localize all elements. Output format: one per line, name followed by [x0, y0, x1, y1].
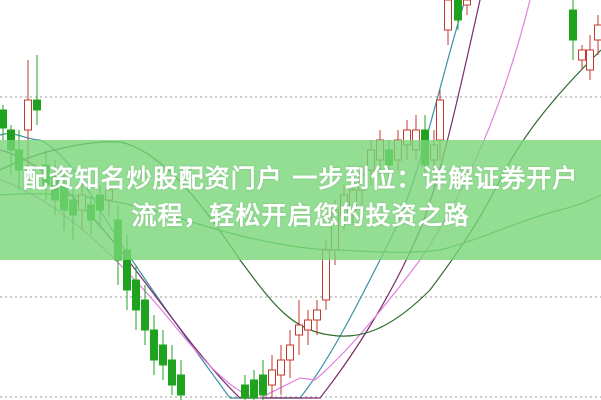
- candle-body: [259, 374, 267, 396]
- down-candle: [0, 105, 7, 140]
- up-candle: [578, 45, 586, 70]
- down-candle: [241, 375, 249, 400]
- up-candle: [463, 0, 471, 15]
- up-candle: [304, 310, 312, 345]
- candle-body: [454, 0, 462, 21]
- candle-body: [0, 109, 7, 129]
- down-candle: [168, 345, 176, 395]
- candle-body: [436, 99, 444, 141]
- candle-body: [150, 329, 158, 361]
- candle-body: [578, 49, 586, 61]
- candle-body: [286, 344, 294, 361]
- candle-body: [268, 369, 276, 386]
- down-candle: [177, 360, 185, 400]
- candle-body: [132, 279, 140, 311]
- candle-body: [33, 99, 41, 111]
- down-candle: [250, 370, 258, 400]
- candle-body: [277, 359, 285, 376]
- up-candle: [594, 15, 601, 55]
- up-candle: [586, 35, 594, 80]
- down-candle: [454, 0, 462, 30]
- up-candle: [444, 0, 452, 45]
- up-candle: [286, 330, 294, 378]
- candle-body: [241, 384, 249, 399]
- down-candle: [141, 285, 149, 345]
- candle-body: [304, 319, 312, 331]
- down-candle: [132, 265, 140, 330]
- title-line-2: 流程，轻松开启您的投资之路: [131, 201, 470, 230]
- candle-body: [444, 0, 452, 31]
- candle-body: [159, 344, 167, 366]
- down-candle: [259, 360, 267, 400]
- candle-body: [313, 309, 321, 321]
- down-candle: [150, 315, 158, 375]
- down-candle: [159, 330, 167, 380]
- up-candle: [268, 355, 276, 398]
- candle-body: [569, 9, 577, 41]
- candle-body: [250, 379, 258, 399]
- candle-body: [141, 299, 149, 331]
- down-candle: [569, 0, 577, 60]
- candle-body: [177, 374, 185, 396]
- article-title: 配资知名炒股配资门户 一步到位：详解证券开户 流程，轻松开启您的投资之路: [0, 160, 601, 234]
- up-candle: [295, 300, 303, 355]
- title-banner: [0, 140, 601, 260]
- candle-body: [24, 99, 32, 131]
- up-candle: [313, 300, 321, 335]
- candle-body: [168, 359, 176, 386]
- title-line-1: 配资知名炒股配资门户 一步到位：详解证券开户: [22, 164, 579, 193]
- candle-body: [594, 24, 601, 41]
- up-candle: [277, 345, 285, 395]
- candle-body: [463, 0, 471, 6]
- down-candle: [33, 55, 41, 125]
- candle-body: [295, 324, 303, 336]
- candle-body: [586, 49, 594, 71]
